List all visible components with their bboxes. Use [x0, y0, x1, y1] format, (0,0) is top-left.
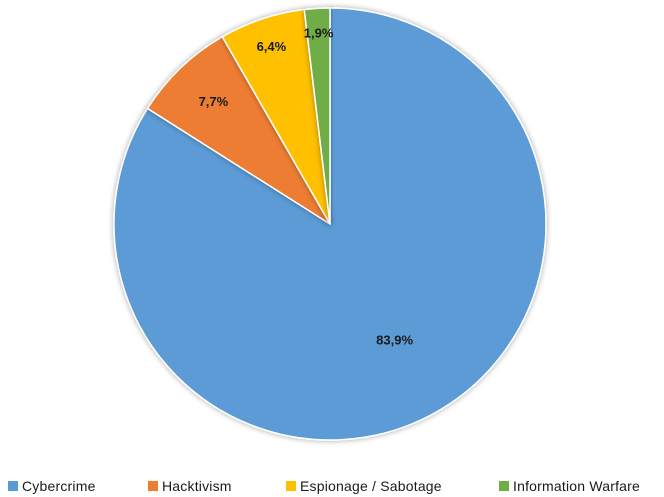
- data-label-espionage: 6,4%: [257, 39, 287, 54]
- pie-slices: [113, 7, 547, 441]
- legend-item-espionage: Espionage / Sabotage: [286, 478, 442, 494]
- legend-label-hacktivism: Hacktivism: [162, 478, 232, 494]
- legend-item-information-warfare: Information Warfare: [499, 478, 640, 494]
- data-label-hacktivism: 7,7%: [199, 94, 229, 109]
- legend-label-information-warfare: Information Warfare: [513, 478, 640, 494]
- legend-swatch-information-warfare: [499, 481, 509, 491]
- pie-slice-hacktivism: [146, 35, 331, 225]
- data-label-information-warfare: 1,9%: [304, 26, 334, 41]
- legend-label-cybercrime: Cybercrime: [22, 478, 96, 494]
- pie-chart: 83,9% 7,7% 6,4% 1,9%: [113, 7, 547, 441]
- legend-label-espionage: Espionage / Sabotage: [300, 478, 442, 494]
- legend-swatch-hacktivism: [148, 481, 158, 491]
- legend-item-hacktivism: Hacktivism: [148, 478, 232, 494]
- legend: Cybercrime Hacktivism Espionage / Sabota…: [0, 476, 664, 496]
- pie-data-labels: 83,9% 7,7% 6,4% 1,9%: [199, 26, 414, 348]
- legend-swatch-cybercrime: [8, 481, 18, 491]
- data-label-cybercrime: 83,9%: [376, 333, 413, 348]
- legend-swatch-espionage: [286, 481, 296, 491]
- pie-slice-information-warfare: [303, 7, 331, 225]
- legend-item-cybercrime: Cybercrime: [8, 478, 96, 494]
